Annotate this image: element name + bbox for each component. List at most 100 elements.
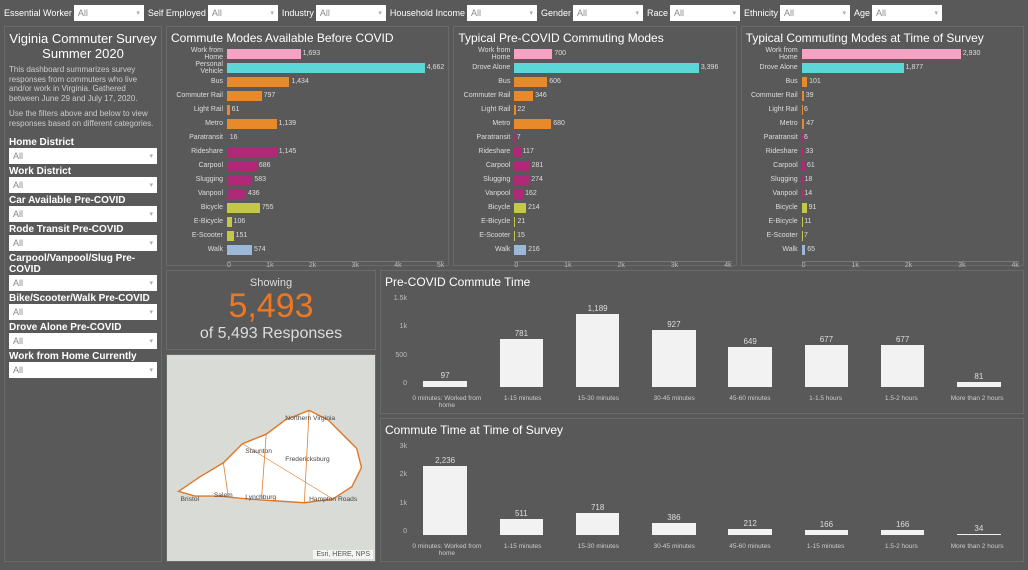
chart1-body[interactable]: Work from Home 1,693Personal Vehicle 4,6… <box>171 47 444 269</box>
bar-col[interactable]: 781 <box>485 295 557 387</box>
bar-value: 15 <box>517 232 525 239</box>
bar-row[interactable]: Bus 101 <box>802 75 1019 88</box>
sidebar-filter-select[interactable]: All▾ <box>9 235 157 251</box>
bar-row[interactable]: Rideshare 33 <box>802 145 1019 158</box>
bar-value: 91 <box>809 204 817 211</box>
chevron-down-icon: ▾ <box>149 181 153 189</box>
bar-row[interactable]: Work from Home 2,930 <box>802 47 1019 60</box>
bar-row[interactable]: Slugging 274 <box>514 173 731 186</box>
bar-row[interactable]: Metro 680 <box>514 117 731 130</box>
chart3-body[interactable]: Work from Home 2,930Drove Alone 1,877Bus… <box>746 47 1019 269</box>
bar-col[interactable]: 386 <box>638 443 710 535</box>
bar-row[interactable]: Bus 606 <box>514 75 731 88</box>
top-filter-select-2[interactable]: All▾ <box>316 5 386 21</box>
bar-row[interactable]: Paratransit 7 <box>514 131 731 144</box>
sidebar-filter-select[interactable]: All▾ <box>9 177 157 193</box>
sidebar-filter-select[interactable]: All▾ <box>9 275 157 291</box>
bar-label: Work from Home <box>746 47 800 61</box>
bar-col[interactable]: 34 <box>943 443 1015 535</box>
bar-row[interactable]: Walk 216 <box>514 243 731 256</box>
bar-row[interactable]: Vanpool 162 <box>514 187 731 200</box>
bar-row[interactable]: Light Rail 22 <box>514 103 731 116</box>
sidebar-filter-select[interactable]: All▾ <box>9 206 157 222</box>
bar-row[interactable]: Slugging 583 <box>227 173 444 186</box>
bar-value: 677 <box>820 335 833 344</box>
map-panel[interactable]: Bristol Salem Lynchburg Staunton Frederi… <box>166 354 376 562</box>
bar-row[interactable]: Vanpool 436 <box>227 187 444 200</box>
bar-col[interactable]: 212 <box>714 443 786 535</box>
bar-value: 583 <box>254 176 266 183</box>
bar-col[interactable]: 166 <box>867 443 939 535</box>
chevron-down-icon: ▾ <box>136 9 140 17</box>
bar-col[interactable]: 677 <box>790 295 862 387</box>
sidebar-filter-select[interactable]: All▾ <box>9 333 157 349</box>
chart5-body[interactable]: 3k2k1k02,236 511 718 386 212 166 166 34 … <box>385 439 1019 557</box>
bar-row[interactable]: Work from Home 1,693 <box>227 47 444 60</box>
top-filter-select-0[interactable]: All▾ <box>74 5 144 21</box>
sidebar-filter-select[interactable]: All▾ <box>9 304 157 320</box>
bar-col[interactable]: 511 <box>485 443 557 535</box>
bar-row[interactable]: Paratransit 16 <box>227 131 444 144</box>
top-filter-select-6[interactable]: All▾ <box>780 5 850 21</box>
top-filter-select-7[interactable]: All▾ <box>872 5 942 21</box>
bar-row[interactable]: Walk 65 <box>802 243 1019 256</box>
top-filter-select-5[interactable]: All▾ <box>670 5 740 21</box>
bar-row[interactable]: Drove Alone 1,877 <box>802 61 1019 74</box>
bar-row[interactable]: Slugging 18 <box>802 173 1019 186</box>
bar-row[interactable]: Rideshare 1,145 <box>227 145 444 158</box>
bar <box>802 161 805 171</box>
commute-time-column: Pre-COVID Commute Time 1.5k1k500097 781 … <box>380 270 1024 562</box>
bar-label: 1-15 minutes <box>788 543 864 557</box>
bar <box>802 217 803 227</box>
bar-row[interactable]: Commuter Rail 346 <box>514 89 731 102</box>
bar-row[interactable]: E-Bicycle 106 <box>227 215 444 228</box>
bar-label: Drove Alone <box>746 64 800 71</box>
bar-row[interactable]: Light Rail 61 <box>227 103 444 116</box>
bar-col[interactable]: 677 <box>867 295 939 387</box>
bar-row[interactable]: Carpool 281 <box>514 159 731 172</box>
top-filter-select-1[interactable]: All▾ <box>208 5 278 21</box>
bar-row[interactable]: E-Bicycle 21 <box>514 215 731 228</box>
bar-row[interactable]: Vanpool 14 <box>802 187 1019 200</box>
bar-row[interactable]: Metro 1,139 <box>227 117 444 130</box>
bar-row[interactable]: Light Rail 6 <box>802 103 1019 116</box>
bar-row[interactable]: Carpool 61 <box>802 159 1019 172</box>
bar-row[interactable]: Rideshare 117 <box>514 145 731 158</box>
bar-row[interactable]: Commuter Rail 39 <box>802 89 1019 102</box>
bar-row[interactable]: Metro 47 <box>802 117 1019 130</box>
bar-row[interactable]: Commuter Rail 797 <box>227 89 444 102</box>
bar-row[interactable]: Walk 574 <box>227 243 444 256</box>
bar-row[interactable]: E-Scooter 15 <box>514 229 731 242</box>
bar-value: 2,236 <box>435 456 455 465</box>
chart4-body[interactable]: 1.5k1k500097 781 1,189 927 649 677 677 8… <box>385 291 1019 409</box>
bar-row[interactable]: Personal Vehicle 4,662 <box>227 61 444 74</box>
bar-row[interactable]: Bicycle 755 <box>227 201 444 214</box>
bar-row[interactable]: E-Scooter 7 <box>802 229 1019 242</box>
bar-label: Bus <box>458 78 512 85</box>
bar <box>802 77 807 87</box>
bar-row[interactable]: Bicycle 214 <box>514 201 731 214</box>
bar-row[interactable]: Work from Home 700 <box>514 47 731 60</box>
bar-col[interactable]: 1,189 <box>562 295 634 387</box>
bar-row[interactable]: E-Scooter 151 <box>227 229 444 242</box>
bar-label: E-Bicycle <box>746 218 800 225</box>
sidebar-filter-select[interactable]: All▾ <box>9 362 157 378</box>
bar <box>957 382 1000 387</box>
bar-col[interactable]: 718 <box>562 443 634 535</box>
bar-col[interactable]: 97 <box>409 295 481 387</box>
bar-row[interactable]: Carpool 686 <box>227 159 444 172</box>
bar-row[interactable]: Bus 1,434 <box>227 75 444 88</box>
sidebar-filter-select[interactable]: All▾ <box>9 148 157 164</box>
bar-col[interactable]: 2,236 <box>409 443 481 535</box>
bar-col[interactable]: 649 <box>714 295 786 387</box>
top-filter-select-3[interactable]: All▾ <box>467 5 537 21</box>
bar-col[interactable]: 166 <box>790 443 862 535</box>
bar-row[interactable]: Bicycle 91 <box>802 201 1019 214</box>
bar-col[interactable]: 927 <box>638 295 710 387</box>
chart2-body[interactable]: Work from Home 700Drove Alone 3,396Bus 6… <box>458 47 731 269</box>
bar-row[interactable]: E-Bicycle 11 <box>802 215 1019 228</box>
bar-row[interactable]: Drove Alone 3,396 <box>514 61 731 74</box>
bar-col[interactable]: 81 <box>943 295 1015 387</box>
bar-row[interactable]: Paratransit 6 <box>802 131 1019 144</box>
top-filter-select-4[interactable]: All▾ <box>573 5 643 21</box>
